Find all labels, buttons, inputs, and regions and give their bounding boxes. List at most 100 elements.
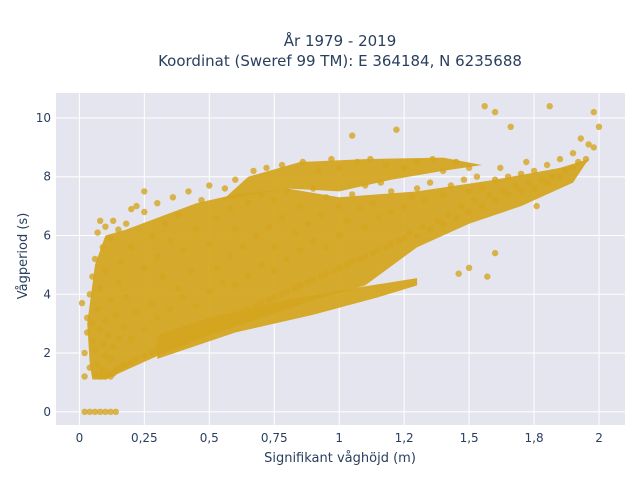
data-point-240: [575, 158, 582, 166]
data-point-63: [148, 299, 156, 307]
data-point-247: [81, 408, 88, 415]
data-point-74: [167, 238, 174, 245]
data-point-162: [362, 252, 369, 260]
data-point-171: [382, 244, 390, 251]
data-point-243: [585, 141, 592, 148]
scatter-density-upper: [222, 157, 483, 201]
data-point-189: [426, 179, 434, 186]
data-point-179: [401, 202, 408, 210]
data-point-177: [395, 238, 403, 245]
data-point-65: [154, 346, 161, 354]
data-point-220: [504, 173, 512, 180]
data-point-22: [99, 244, 107, 251]
data-point-154: [343, 261, 351, 269]
data-point-60: [141, 208, 148, 216]
data-point-181: [406, 229, 413, 236]
data-point-185: [413, 158, 421, 166]
data-point-152: [336, 202, 343, 210]
data-point-211: [484, 273, 491, 280]
data-point-206: [471, 197, 478, 204]
data-point-145: [323, 270, 330, 277]
data-point-158: [349, 132, 356, 139]
data-point-94: [211, 320, 218, 327]
data-point-14: [94, 305, 101, 313]
y-tick-label-3: 6: [43, 228, 51, 242]
data-point-149: [330, 267, 338, 274]
data-point-236: [556, 155, 564, 163]
data-point-8: [89, 320, 96, 327]
data-point-41: [115, 279, 122, 286]
data-point-124: [271, 197, 278, 204]
data-point-50: [128, 358, 135, 365]
x-tick-label-4: 1: [335, 431, 343, 445]
data-point-191: [434, 217, 442, 224]
data-point-113: [252, 302, 260, 310]
data-point-105: [232, 226, 239, 233]
data-point-213: [491, 197, 499, 204]
data-point-214: [491, 176, 499, 183]
data-point-97: [219, 317, 226, 324]
data-point-246: [595, 123, 603, 130]
data-point-141: [310, 185, 317, 192]
data-point-47: [123, 361, 130, 368]
data-point-67: [154, 252, 161, 260]
data-point-92: [206, 241, 213, 248]
data-point-19: [97, 217, 104, 224]
data-point-24: [102, 352, 109, 360]
data-point-235: [556, 173, 564, 180]
data-point-147: [323, 194, 330, 201]
data-point-131: [291, 285, 299, 292]
data-point-155: [343, 217, 351, 224]
data-point-150: [336, 264, 343, 271]
data-point-108: [239, 244, 247, 251]
data-point-223: [517, 188, 525, 195]
data-point-195: [445, 211, 452, 219]
data-point-227: [530, 185, 538, 192]
data-point-252: [107, 408, 114, 415]
data-point-241: [577, 135, 584, 142]
data-point-204: [465, 164, 473, 172]
data-point-251: [102, 408, 109, 415]
data-point-68: [154, 200, 161, 207]
data-point-82: [185, 188, 192, 195]
data-point-38: [112, 311, 120, 318]
data-point-102: [226, 205, 234, 213]
data-point-123: [271, 244, 278, 251]
data-point-196: [447, 182, 455, 189]
data-point-104: [232, 282, 239, 289]
y-tick-label-1: 2: [43, 346, 51, 360]
data-point-36: [110, 217, 117, 224]
data-point-174: [388, 208, 395, 216]
data-point-231: [543, 179, 551, 186]
data-point-198: [452, 158, 460, 166]
x-tick-label-8: 2: [595, 431, 603, 445]
data-point-194: [439, 167, 447, 175]
data-point-52: [128, 244, 135, 251]
data-point-248: [86, 408, 94, 415]
data-point-89: [200, 326, 208, 333]
data-point-133: [297, 282, 304, 289]
data-point-77: [174, 285, 182, 292]
data-point-127: [278, 161, 286, 169]
data-point-239: [569, 150, 577, 157]
data-point-210: [481, 103, 488, 110]
data-point-234: [549, 173, 556, 180]
data-point-98: [219, 279, 226, 286]
data-point-93: [206, 182, 213, 189]
data-point-83: [185, 332, 192, 339]
data-point-7: [89, 338, 96, 345]
data-point-55: [133, 308, 140, 316]
data-point-48: [123, 294, 130, 301]
data-point-42: [115, 226, 122, 233]
data-point-245: [590, 108, 597, 116]
data-point-112: [250, 167, 257, 175]
data-point-202: [465, 208, 473, 216]
data-point-168: [375, 247, 382, 254]
data-point-129: [284, 255, 291, 263]
data-point-100: [226, 314, 234, 321]
data-point-167: [369, 200, 377, 207]
data-point-135: [297, 202, 304, 210]
data-point-114: [252, 232, 260, 239]
data-point-11: [91, 346, 99, 354]
data-point-75: [169, 194, 177, 201]
